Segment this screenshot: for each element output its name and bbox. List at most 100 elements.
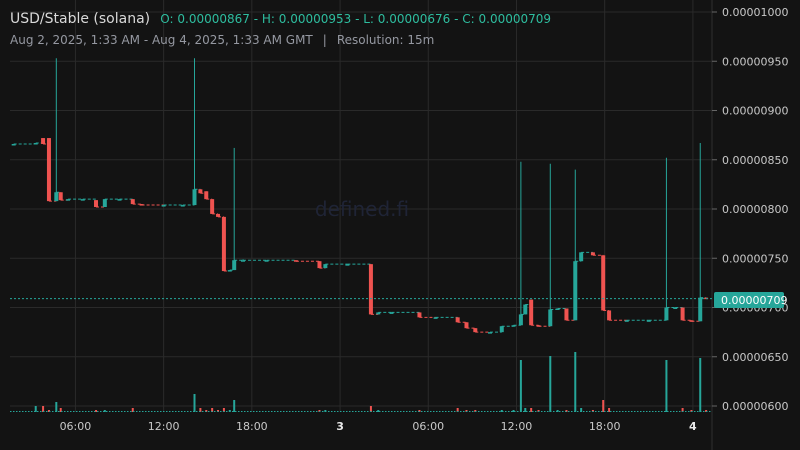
candle-body (590, 252, 595, 256)
volume-baseline (439, 411, 441, 412)
volume-baseline (520, 411, 522, 412)
volume-baseline (661, 411, 663, 412)
candle-body (54, 192, 59, 202)
ohlc-values: O: 0.00000867 - H: 0.00000953 - L: 0.000… (160, 12, 552, 26)
candle-body (216, 213, 221, 217)
volume-baseline (466, 411, 468, 412)
volume-baseline (445, 411, 447, 412)
chart-title-row: USD/Stable (solana) O: 0.00000867 - H: 0… (10, 11, 551, 27)
volume-baseline (547, 411, 549, 412)
volume-baseline (478, 411, 480, 412)
volume-baseline (127, 411, 129, 412)
volume-baseline (391, 411, 393, 412)
candle-body (646, 320, 651, 322)
volume-baseline (196, 411, 198, 412)
candle-body (564, 308, 569, 321)
volume-baseline (385, 411, 387, 412)
candle-body (192, 189, 197, 206)
volume-bar (519, 360, 522, 412)
volume-bar (42, 406, 45, 412)
volume-baseline (76, 411, 78, 412)
volume-baseline (493, 411, 495, 412)
volume-baseline (289, 411, 291, 412)
volume-baseline (181, 411, 183, 412)
candle-body (673, 307, 678, 309)
volume-baseline (304, 411, 306, 412)
volume-baseline (430, 411, 432, 412)
volume-baseline (214, 411, 216, 412)
candle-body (579, 252, 584, 262)
volume-baseline (451, 411, 453, 412)
volume-baseline (226, 411, 228, 412)
volume-baseline (160, 411, 162, 412)
volume-baseline (688, 411, 690, 412)
volume-baseline (412, 411, 414, 412)
candle-body (58, 192, 63, 201)
volume-baseline (40, 411, 42, 412)
volume-baseline (643, 411, 645, 412)
volume-baseline (595, 411, 597, 412)
volume-baseline (541, 411, 543, 412)
volume-bar (602, 400, 605, 412)
volume-bar (131, 408, 134, 412)
volume-baseline (313, 411, 315, 412)
volume-bar (103, 410, 106, 412)
volume-baseline (628, 411, 630, 412)
volume-baseline (514, 411, 516, 412)
volume-baseline (178, 411, 180, 412)
price-axis[interactable]: 0.000006000.000006500.000007000.00000750… (712, 6, 788, 413)
volume-bar (95, 410, 98, 412)
volume-baseline (220, 411, 222, 412)
volume-baseline (28, 411, 30, 412)
volume-bar (55, 402, 58, 412)
candle-body (523, 304, 528, 315)
volume-baseline (286, 411, 288, 412)
volume-baseline (487, 411, 489, 412)
volume-baseline (619, 411, 621, 412)
x-tick-label: 18:00 (236, 420, 268, 433)
volume-baseline (58, 411, 60, 412)
volume-baseline (238, 411, 240, 412)
separator: | (322, 33, 327, 47)
volume-baseline (703, 411, 705, 412)
volume-baseline (682, 411, 684, 412)
volume-baseline (148, 411, 150, 412)
volume-baseline (280, 411, 282, 412)
volume-baseline (622, 411, 624, 412)
volume-baseline (511, 411, 513, 412)
volume-bar (524, 408, 527, 412)
volume-baseline (331, 411, 333, 412)
volume-baseline (46, 411, 48, 412)
volume-baseline (538, 411, 540, 412)
volume-baseline (700, 411, 702, 412)
volume-baseline (640, 411, 642, 412)
volume-baseline (427, 411, 429, 412)
volume-bar (556, 410, 559, 412)
volume-bar (665, 360, 668, 412)
volume-baseline (64, 411, 66, 412)
volume-baseline (247, 411, 249, 412)
volume-baseline (505, 411, 507, 412)
volume-baseline (397, 411, 399, 412)
volume-baseline (685, 411, 687, 412)
candlestick-series[interactable] (11, 58, 709, 334)
y-tick-label: 0.00001000 (722, 6, 788, 19)
volume-baseline (298, 411, 300, 412)
y-tick-label: 0.00000800 (722, 203, 788, 216)
volume-baseline (694, 411, 696, 412)
volume-bars (10, 352, 711, 412)
volume-baseline (568, 411, 570, 412)
volume-baseline (121, 411, 123, 412)
volume-baseline (22, 411, 24, 412)
volume-baseline (19, 411, 21, 412)
last-price-label: 0.00000709 (714, 292, 787, 308)
volume-baseline (469, 411, 471, 412)
candle-body (227, 270, 232, 272)
volume-baseline (379, 411, 381, 412)
volume-baseline (283, 411, 285, 412)
volume-baseline (67, 411, 69, 412)
time-axis[interactable]: 06:00 12:00 18:00 3 06:00 12:00 18:00 4 (60, 420, 697, 433)
volume-baseline (307, 411, 309, 412)
volume-baseline (358, 411, 360, 412)
